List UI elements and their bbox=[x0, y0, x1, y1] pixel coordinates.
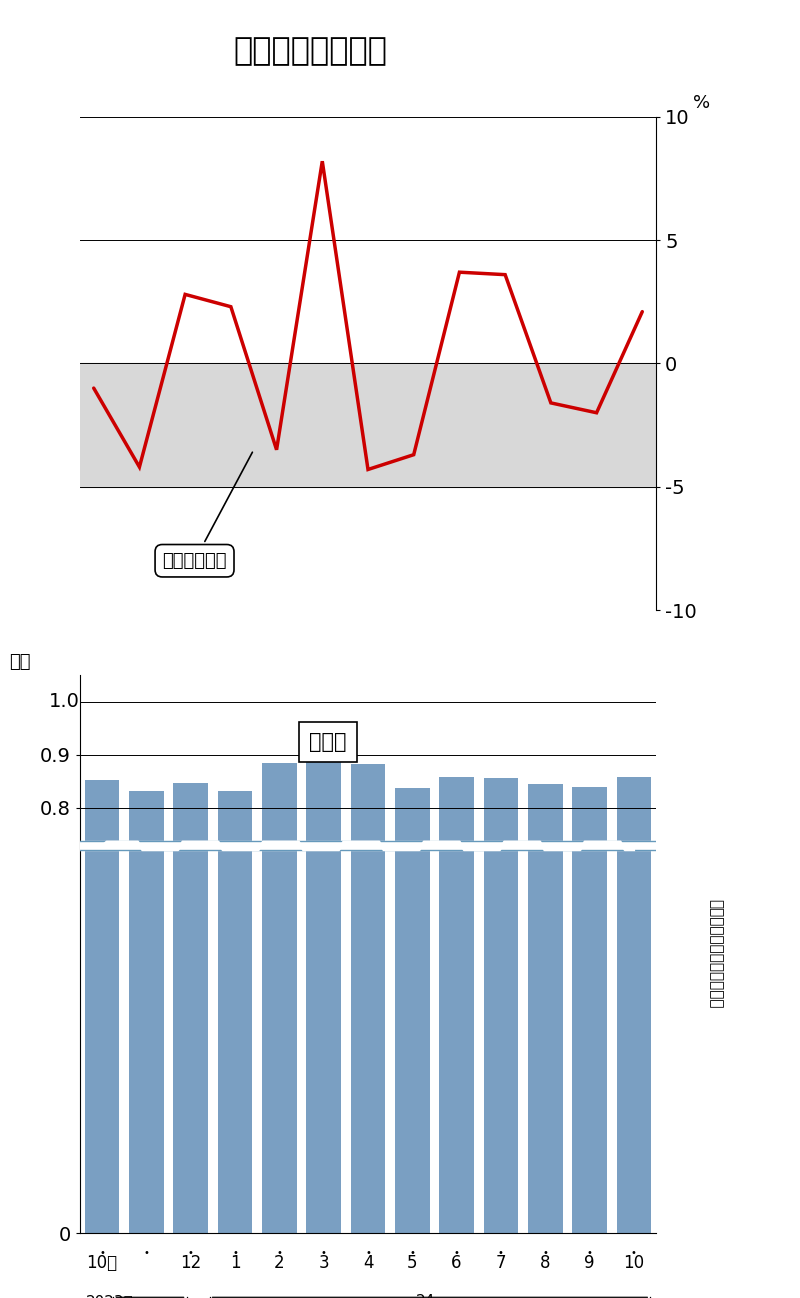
Text: •: • bbox=[586, 1247, 593, 1258]
Bar bbox=[129, 790, 164, 1233]
Text: 1.0: 1.0 bbox=[49, 692, 80, 711]
Text: 24: 24 bbox=[416, 1294, 435, 1298]
Bar bbox=[439, 778, 474, 1233]
Text: •: • bbox=[143, 1247, 150, 1258]
Text: •: • bbox=[410, 1247, 415, 1258]
Bar bbox=[174, 783, 208, 1233]
Bar bbox=[350, 765, 386, 1233]
Text: •: • bbox=[542, 1247, 548, 1258]
Bar bbox=[85, 780, 119, 1233]
Text: •: • bbox=[365, 1247, 371, 1258]
Text: 機械受注額の推移: 機械受注額の推移 bbox=[234, 36, 387, 67]
Text: •: • bbox=[631, 1247, 637, 1258]
Bar bbox=[80, 841, 656, 850]
Text: •: • bbox=[232, 1247, 238, 1258]
Text: •: • bbox=[277, 1247, 282, 1258]
Bar bbox=[572, 787, 607, 1233]
Text: 2023年: 2023年 bbox=[86, 1294, 134, 1298]
Bar bbox=[484, 778, 518, 1233]
Text: 前月比増減率: 前月比増減率 bbox=[162, 452, 253, 570]
Text: •: • bbox=[454, 1247, 459, 1258]
Bar bbox=[218, 790, 252, 1233]
Text: （船舶・電力を除く民需）: （船舶・電力を除く民需） bbox=[709, 900, 723, 1009]
Bar bbox=[262, 763, 297, 1233]
Text: 受注額: 受注額 bbox=[309, 732, 346, 752]
Text: •: • bbox=[99, 1247, 105, 1258]
Bar bbox=[617, 778, 651, 1233]
Bar bbox=[395, 788, 430, 1233]
Text: •: • bbox=[498, 1247, 504, 1258]
Text: •: • bbox=[321, 1247, 326, 1258]
Bar bbox=[306, 744, 341, 1233]
Bar bbox=[80, 363, 656, 487]
Text: %: % bbox=[694, 93, 710, 112]
Text: 兆円: 兆円 bbox=[10, 653, 31, 671]
Text: •: • bbox=[188, 1247, 194, 1258]
Bar bbox=[528, 784, 562, 1233]
